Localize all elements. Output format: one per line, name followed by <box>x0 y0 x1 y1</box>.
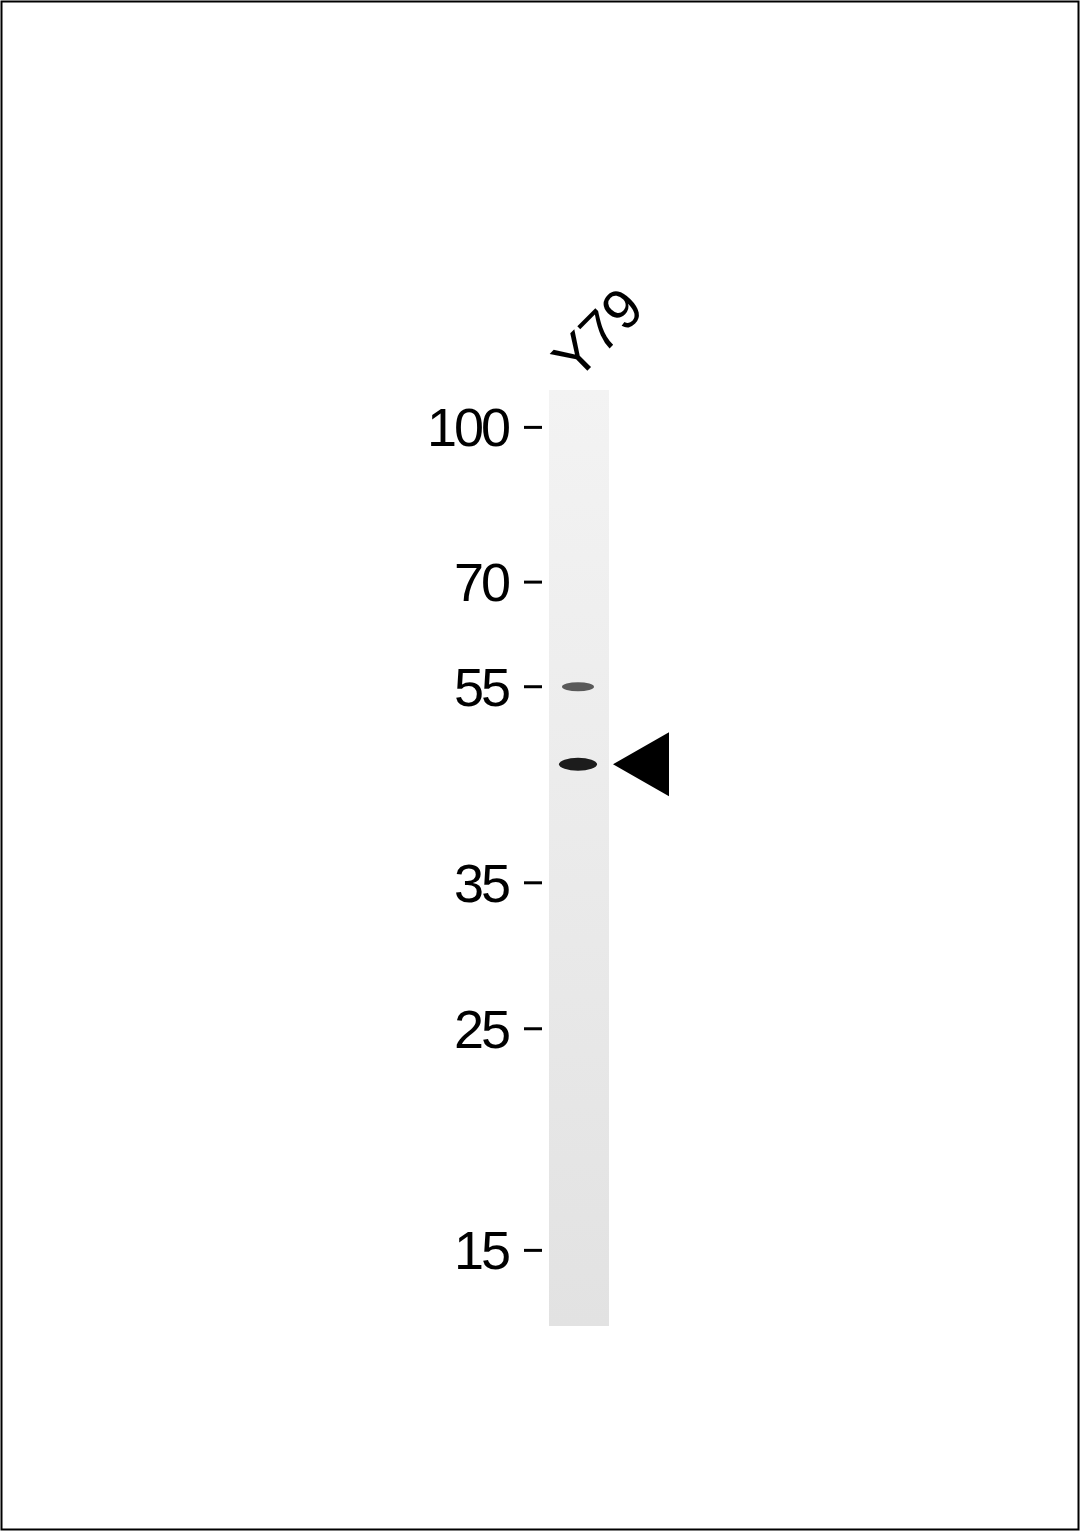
frame <box>2 2 1079 1530</box>
bands <box>559 682 597 771</box>
lane-label: Y79 <box>540 275 655 390</box>
canvas: 100 70 55 35 25 15 Y79 <box>0 0 1080 1531</box>
tick <box>524 881 542 884</box>
band <box>559 758 597 771</box>
lane <box>549 390 609 1326</box>
tick-label: 55 <box>454 657 509 717</box>
tick-label: 70 <box>454 552 509 612</box>
tick-label: 25 <box>454 999 509 1059</box>
tick <box>524 581 542 584</box>
tick <box>524 1249 542 1252</box>
band <box>562 682 594 691</box>
tick-label: 35 <box>454 853 509 913</box>
tick-label: 100 <box>427 397 509 457</box>
tick <box>524 685 542 688</box>
tick-label: 15 <box>454 1220 509 1280</box>
tick <box>524 426 542 429</box>
figure: 100 70 55 35 25 15 Y79 <box>0 0 1080 1531</box>
tick <box>524 1027 542 1030</box>
arrow <box>613 732 669 796</box>
